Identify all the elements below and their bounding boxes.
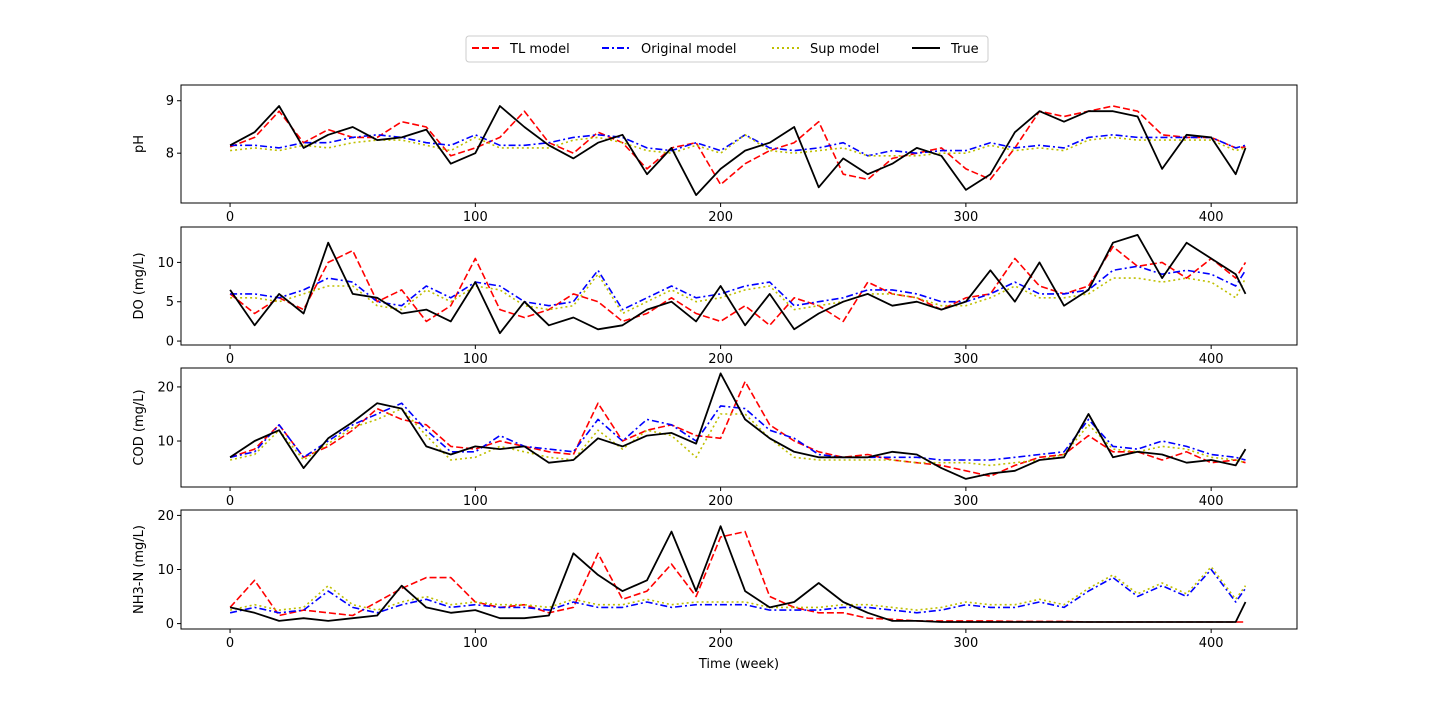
x-tick-label: 100 — [463, 636, 488, 651]
series-line-true — [229, 525, 1247, 623]
legend-label-sup-model: Sup model — [810, 42, 879, 57]
series-line-sup-model — [230, 134, 1246, 157]
series-line-tl-model — [229, 245, 1247, 327]
legend-label-original-model: Original model — [641, 42, 736, 57]
y-tick-label: 5 — [166, 295, 174, 310]
series-line-true — [229, 372, 1247, 480]
x-tick-label: 300 — [953, 210, 978, 225]
axes-frame — [180, 367, 1298, 488]
y-tick-label: 8 — [166, 147, 174, 162]
x-tick-label: 100 — [463, 352, 488, 367]
series-line-sup-model — [229, 407, 1246, 467]
legend-entry-true: True — [912, 42, 979, 57]
y-tick-label: 20 — [157, 509, 174, 524]
legend-entry-tl-model: TL model — [472, 42, 570, 57]
series-line-tl-model — [229, 380, 1246, 478]
x-tick-label: 400 — [1199, 494, 1224, 509]
y-axis-label: COD (mg/L) — [132, 389, 147, 465]
y-tick-label: 10 — [157, 563, 174, 578]
y-tick-label: 20 — [157, 380, 174, 395]
x-tick-label: 400 — [1199, 352, 1224, 367]
legend-label-tl-model: TL model — [509, 42, 570, 57]
y-tick-label: 9 — [166, 94, 174, 109]
x-tick-label: 200 — [708, 210, 733, 225]
series-group — [229, 105, 1247, 197]
panel-cod-mg-l: 0 100 200 300 400 10 20 COD (mg/L) — [132, 367, 1298, 509]
y-axis-label: DO (mg/L) — [132, 252, 147, 319]
x-tick-label: 100 — [463, 210, 488, 225]
x-tick-label: 0 — [226, 210, 234, 225]
x-tick-label: 0 — [226, 636, 234, 651]
y-axis-label: pH — [132, 135, 147, 153]
panel-nh3-n-mg-l: 0 100 200 300 400 0 10 20 NH3-N (mg/L) Time (week… — [132, 509, 1298, 672]
series-line-true — [229, 105, 1247, 197]
y-tick-label: 0 — [166, 617, 174, 632]
y-axis-label: NH3-N (mg/L) — [132, 525, 147, 614]
y-tick-label: 0 — [166, 335, 174, 350]
series-group — [229, 372, 1247, 480]
series-line-sup-model — [230, 273, 1247, 315]
series-line-original-model — [229, 568, 1247, 614]
x-tick-label: 200 — [708, 352, 733, 367]
series-line-true — [229, 233, 1247, 335]
legend-entry-sup-model: Sup model — [772, 42, 879, 57]
legend-entry-original-model: Original model — [602, 42, 736, 57]
panel-ph: 0 100 200 300 400 8 9 pH — [132, 84, 1298, 225]
x-tick-label: 300 — [953, 352, 978, 367]
x-tick-label: 400 — [1199, 636, 1224, 651]
x-tick-label: 0 — [226, 494, 234, 509]
y-tick-label: 10 — [157, 256, 174, 271]
series-group — [229, 525, 1247, 623]
x-tick-label: 0 — [226, 352, 234, 367]
x-tick-label: 200 — [708, 636, 733, 651]
x-tick-label: 300 — [953, 494, 978, 509]
x-tick-label: 100 — [463, 494, 488, 509]
x-tick-label: 200 — [708, 494, 733, 509]
series-line-original-model — [230, 265, 1247, 311]
legend-frame — [465, 35, 989, 63]
x-tick-label: 300 — [953, 636, 978, 651]
y-tick-label: 10 — [157, 435, 174, 450]
series-group — [229, 233, 1247, 335]
series-line-tl-model — [229, 105, 1246, 186]
series-line-original-model — [229, 402, 1246, 461]
panel-do-mg-l: 0 100 200 300 400 0 5 10 DO (mg/L) — [132, 226, 1298, 367]
x-tick-label: 400 — [1199, 210, 1224, 225]
axes-frame — [180, 84, 1298, 204]
legend-label-true: True — [950, 42, 979, 57]
axes-frame — [180, 509, 1298, 630]
axes-frame — [180, 226, 1298, 346]
x-axis-label: Time (week) — [698, 657, 779, 672]
legend: TL model Original model Sup model True — [465, 35, 989, 63]
series-line-original-model — [230, 134, 1246, 157]
